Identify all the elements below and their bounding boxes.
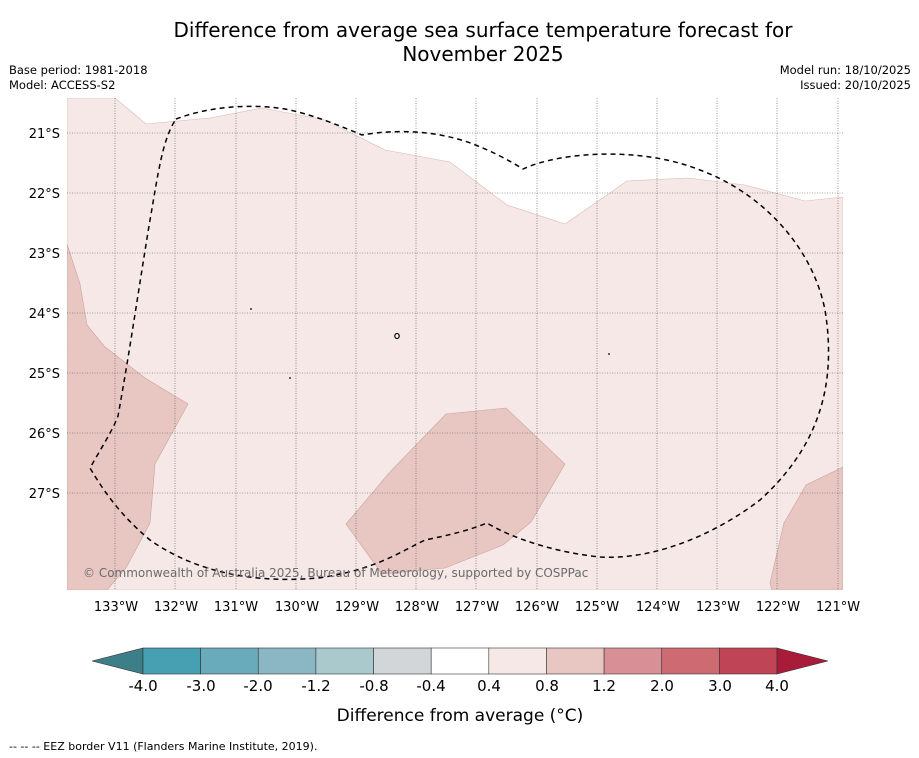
- colorbar-tick-label: -4.0: [128, 677, 157, 695]
- anomaly-region-central: [345, 407, 566, 575]
- island-marker: [394, 332, 400, 340]
- copyright-text: © Commonwealth of Australia 2025, Bureau…: [83, 566, 588, 580]
- eez-border: [89, 105, 830, 581]
- colorbar-swatch: [257, 647, 317, 675]
- model-run-text: Model run: 18/10/2025: [779, 63, 911, 77]
- map-area: © Commonwealth of Australia 2025, Bureau…: [67, 98, 843, 590]
- colorbar-under-triangle: [91, 647, 144, 675]
- lon-label: 129°W: [335, 600, 379, 615]
- lat-label: 27°S: [29, 487, 60, 502]
- colorbar-tick-label: -2.0: [243, 677, 272, 695]
- colorbar-tick-label: -0.8: [359, 677, 388, 695]
- lon-label: 122°W: [756, 600, 800, 615]
- colorbar-tick-label: 0.4: [477, 677, 501, 695]
- colorbar-tick-label: 2.0: [650, 677, 674, 695]
- colorbar-tick-label: -3.0: [186, 677, 215, 695]
- issued-text: Issued: 20/10/2025: [800, 78, 911, 92]
- latitude-gridlines: [67, 132, 843, 494]
- lon-label: 124°W: [636, 600, 680, 615]
- colorbar-swatch: [373, 647, 432, 675]
- colorbar-tick-label: 0.8: [535, 677, 559, 695]
- colorbar-swatch: [719, 647, 778, 675]
- lon-label: 131°W: [214, 600, 258, 615]
- colorbar-swatch: [200, 647, 259, 675]
- colorbar-tick-labels: -4.0 -3.0 -2.0 -1.2 -0.8 -0.4 0.4 0.8 1.…: [128, 677, 789, 695]
- colorbar-swatch: [142, 647, 201, 675]
- anomaly-region-west: [67, 243, 189, 590]
- lon-label: 132°W: [154, 600, 198, 615]
- base-period-text: Base period: 1981-2018: [9, 63, 148, 77]
- colorbar-swatch: [488, 647, 547, 675]
- lon-label: 127°W: [455, 600, 499, 615]
- map-title: Difference from average sea surface temp…: [0, 18, 919, 66]
- colorbar-swatch: [430, 647, 490, 675]
- island-marker: [289, 377, 291, 379]
- colorbar-swatch: [546, 647, 605, 675]
- colorbar-tick-label: 3.0: [708, 677, 732, 695]
- colorbar: -4.0 -3.0 -2.0 -1.2 -0.8 -0.4 0.4 0.8 1.…: [91, 647, 829, 726]
- lat-label: 21°S: [29, 127, 60, 142]
- title-line-2: November 2025: [402, 42, 564, 66]
- run-info: Model run: 18/10/2025 Issued: 20/10/2025: [780, 63, 911, 93]
- eez-footnote: -- -- -- EEZ border V11 (Flanders Marine…: [9, 740, 318, 753]
- island-marker: [608, 353, 610, 355]
- lat-label: 25°S: [29, 367, 60, 382]
- lat-label: 26°S: [29, 427, 60, 442]
- lon-label: 121°W: [816, 600, 860, 615]
- colorbar-tick-label: -0.4: [416, 677, 445, 695]
- colorbar-tick-label: 4.0: [765, 677, 789, 695]
- colorbar-swatch: [315, 647, 374, 675]
- anomaly-region-light: [67, 98, 843, 590]
- latitude-labels: 21°S 22°S 23°S 24°S 25°S 26°S 27°S: [29, 127, 60, 502]
- longitude-gridlines: [114, 98, 839, 590]
- colorbar-tick-label: 1.2: [592, 677, 616, 695]
- title-line-1: Difference from average sea surface temp…: [173, 18, 793, 42]
- lon-label: 130°W: [275, 600, 319, 615]
- colorbar-tick-label: -1.2: [301, 677, 330, 695]
- colorbar-swatch: [603, 647, 663, 675]
- lat-label: 24°S: [29, 307, 60, 322]
- lon-label: 133°W: [94, 600, 138, 615]
- anomaly-region-east: [769, 466, 843, 590]
- colorbar-swatch: [661, 647, 720, 675]
- colorbar-title: Difference from average (°C): [337, 706, 584, 726]
- colorbar-over-triangle: [776, 647, 829, 675]
- base-info: Base period: 1981-2018 Model: ACCESS-S2: [9, 63, 148, 93]
- lat-label: 23°S: [29, 247, 60, 262]
- lon-label: 123°W: [696, 600, 740, 615]
- island-marker: [250, 308, 252, 310]
- lon-label: 125°W: [575, 600, 619, 615]
- lon-label: 126°W: [515, 600, 559, 615]
- longitude-labels: 133°W 132°W 131°W 130°W 129°W 128°W 127°…: [94, 600, 860, 615]
- colorbar-swatches: [142, 647, 778, 675]
- model-text: Model: ACCESS-S2: [9, 78, 116, 92]
- lon-label: 128°W: [395, 600, 439, 615]
- lat-label: 22°S: [29, 187, 60, 202]
